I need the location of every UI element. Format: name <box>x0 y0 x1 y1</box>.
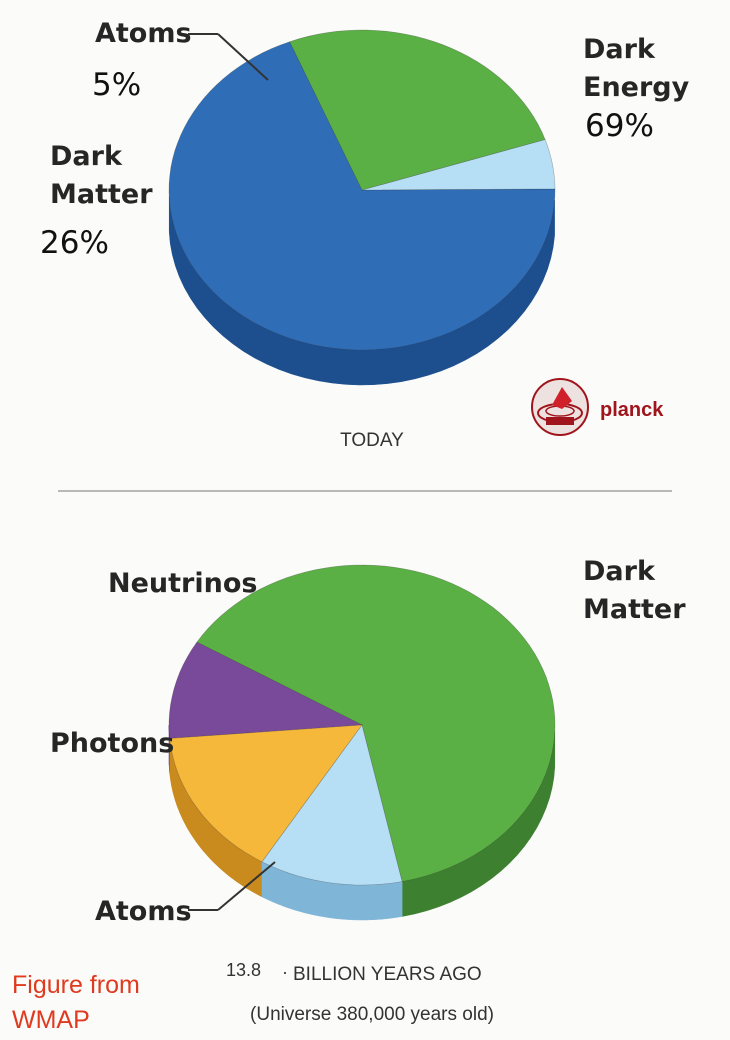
label-dark-matter-early-line1: Dark <box>583 556 656 587</box>
credit-line2: WMAP <box>12 1006 90 1034</box>
planck-logo-text: planck <box>600 399 664 421</box>
credit-line1: Figure from <box>12 971 140 999</box>
pie-slice-atoms <box>361 139 556 191</box>
pie-chart-today <box>168 29 556 386</box>
pct-dark-energy: 69% <box>585 108 654 144</box>
label-dark-matter-line1: Dark <box>50 141 123 172</box>
caption-today: TODAY <box>340 430 404 451</box>
pct-atoms-today: 5% <box>92 67 141 103</box>
caption-early-main: BILLION YEARS AGO <box>293 964 482 985</box>
label-dark-energy-line1: Dark <box>583 34 656 65</box>
caption-early-dot: · <box>282 962 288 982</box>
label-dark-energy-line2: Energy <box>583 72 690 103</box>
planck-logo <box>531 378 589 436</box>
label-neutrinos: Neutrinos <box>108 568 257 599</box>
label-dark-matter-early-line2: Matter <box>583 594 686 625</box>
pie-slice-dark-matter <box>289 29 546 191</box>
pie-slice-atoms <box>261 724 403 886</box>
leader-atoms-early-diag <box>217 861 276 911</box>
label-photons: Photons <box>50 728 174 759</box>
pie-slice-photons <box>169 724 363 863</box>
planck-logo-satellite <box>552 387 572 409</box>
pie-side-dark-matter-0 <box>401 731 556 917</box>
planck-logo-base <box>546 417 574 425</box>
leader-atoms-today-diag <box>217 33 269 81</box>
pie-slice-dark-energy <box>168 41 556 351</box>
caption-early-number: 13.8 <box>226 960 261 980</box>
pie-slice-neutrinos <box>168 641 364 739</box>
label-dark-matter-line2: Matter <box>50 179 153 210</box>
pie-slice-dark-matter <box>196 564 556 882</box>
pct-dark-matter: 26% <box>40 225 109 261</box>
label-atoms-early: Atoms <box>95 896 192 927</box>
label-atoms-today: Atoms <box>95 18 192 49</box>
caption-early-sub: (Universe 380,000 years old) <box>250 1004 494 1025</box>
pie-chart-early-universe <box>168 564 556 921</box>
